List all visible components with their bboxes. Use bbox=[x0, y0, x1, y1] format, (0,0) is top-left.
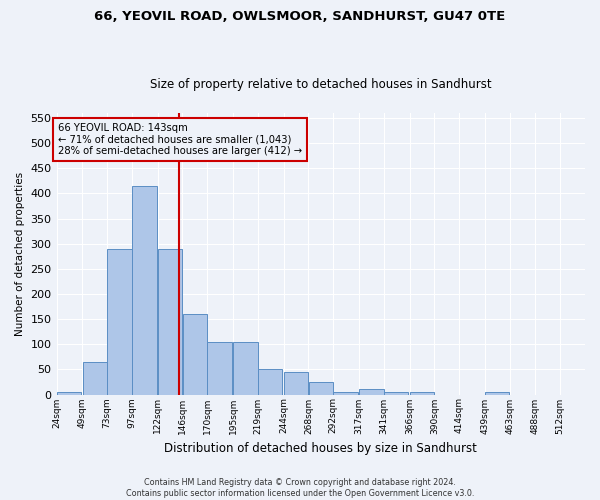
Bar bbox=[284, 372, 308, 394]
Bar bbox=[182, 314, 207, 394]
Text: 66 YEOVIL ROAD: 143sqm
← 71% of detached houses are smaller (1,043)
28% of semi-: 66 YEOVIL ROAD: 143sqm ← 71% of detached… bbox=[58, 123, 302, 156]
Bar bbox=[410, 392, 434, 394]
Bar bbox=[308, 382, 333, 394]
Bar bbox=[107, 248, 132, 394]
Bar bbox=[83, 362, 107, 394]
Bar bbox=[258, 370, 283, 394]
Y-axis label: Number of detached properties: Number of detached properties bbox=[15, 172, 25, 336]
X-axis label: Distribution of detached houses by size in Sandhurst: Distribution of detached houses by size … bbox=[164, 442, 477, 455]
Bar bbox=[485, 392, 509, 394]
Text: Contains HM Land Registry data © Crown copyright and database right 2024.
Contai: Contains HM Land Registry data © Crown c… bbox=[126, 478, 474, 498]
Bar bbox=[359, 390, 383, 394]
Bar bbox=[384, 392, 409, 394]
Bar bbox=[334, 392, 358, 394]
Bar bbox=[132, 186, 157, 394]
Bar bbox=[56, 392, 81, 394]
Text: 66, YEOVIL ROAD, OWLSMOOR, SANDHURST, GU47 0TE: 66, YEOVIL ROAD, OWLSMOOR, SANDHURST, GU… bbox=[94, 10, 506, 23]
Title: Size of property relative to detached houses in Sandhurst: Size of property relative to detached ho… bbox=[150, 78, 491, 91]
Bar bbox=[208, 342, 232, 394]
Bar bbox=[233, 342, 257, 394]
Bar bbox=[158, 248, 182, 394]
